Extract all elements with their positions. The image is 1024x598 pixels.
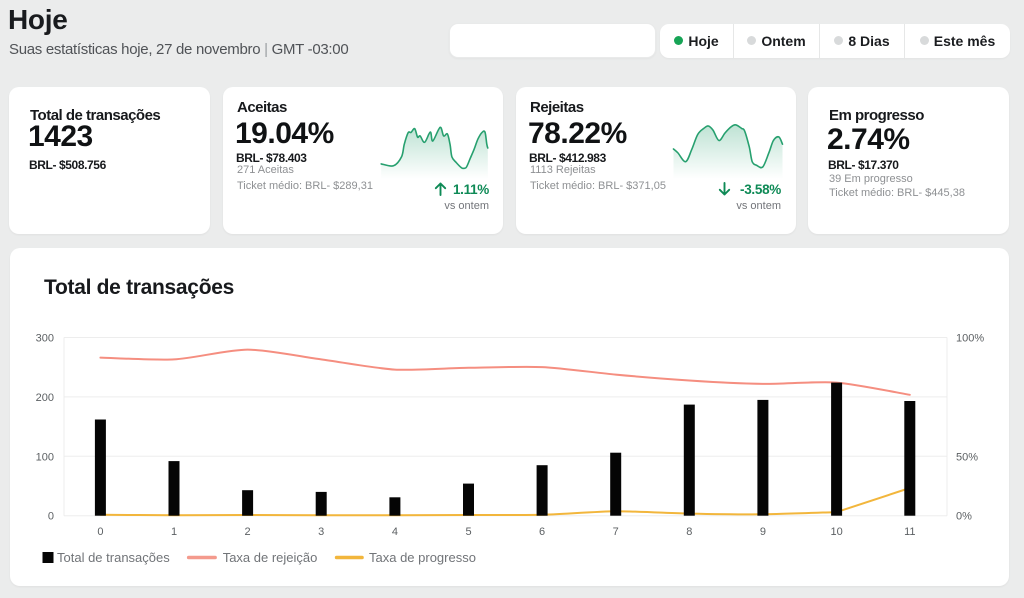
svg-text:100%: 100% [956,333,984,345]
svg-text:50%: 50% [956,451,978,463]
svg-text:0: 0 [48,511,54,523]
svg-text:2: 2 [245,526,251,538]
svg-text:Taxa de progresso: Taxa de progresso [369,550,476,565]
svg-text:1: 1 [171,526,177,538]
svg-text:5: 5 [465,526,471,538]
svg-text:6: 6 [539,526,545,538]
svg-text:8: 8 [686,526,692,538]
svg-text:7: 7 [613,526,619,538]
svg-text:100: 100 [36,451,54,463]
svg-text:10: 10 [830,526,842,538]
svg-text:9: 9 [760,526,766,538]
svg-text:11: 11 [904,526,915,538]
svg-text:200: 200 [36,392,54,404]
svg-text:0: 0 [97,526,103,538]
svg-text:Total de transações: Total de transações [57,550,170,565]
svg-text:0%: 0% [956,511,972,523]
svg-text:4: 4 [392,526,398,538]
svg-text:3: 3 [318,526,324,538]
svg-text:Taxa de rejeição: Taxa de rejeição [223,550,318,565]
svg-text:300: 300 [36,333,54,345]
